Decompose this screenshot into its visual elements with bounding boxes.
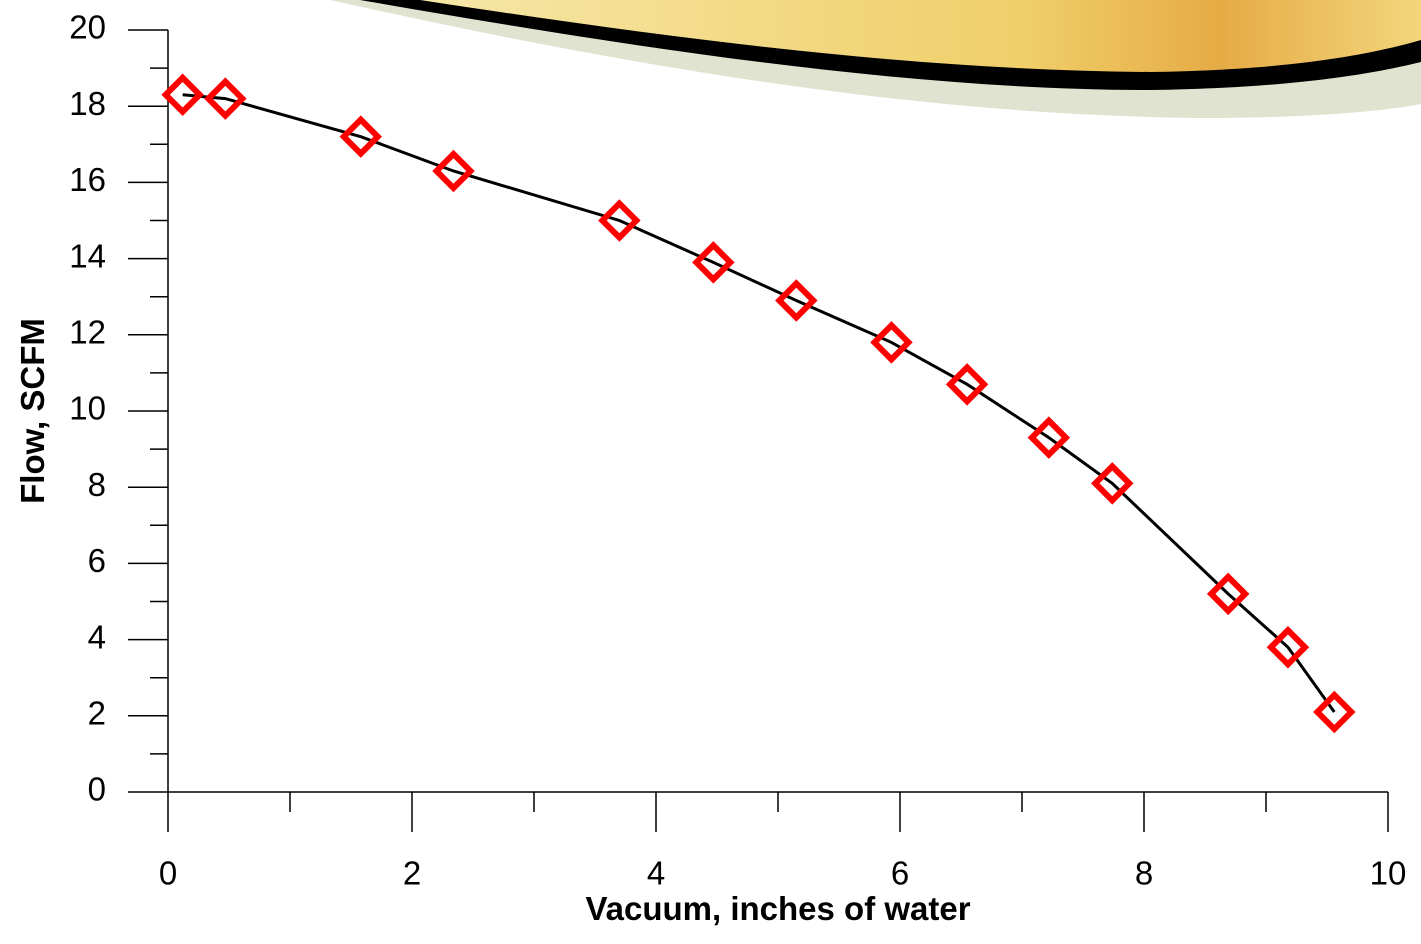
x-tick-label: 2 bbox=[403, 855, 421, 892]
marker bbox=[339, 115, 383, 158]
marker bbox=[1313, 690, 1356, 734]
x-tick-label: 0 bbox=[159, 855, 177, 892]
marker bbox=[945, 363, 989, 406]
marker bbox=[432, 149, 475, 193]
x-axis-title: Vacuum, inches of water bbox=[585, 890, 970, 927]
swoosh-gold bbox=[420, 0, 1421, 72]
marker bbox=[204, 77, 247, 120]
x-tick-label: 6 bbox=[891, 855, 909, 892]
y-tick-label: 10 bbox=[69, 390, 106, 427]
series-line bbox=[182, 93, 1336, 713]
y-tick-label: 8 bbox=[88, 466, 106, 503]
y-tick-label: 12 bbox=[69, 314, 106, 351]
x-tick-label: 8 bbox=[1135, 855, 1153, 892]
y-tick-label: 6 bbox=[88, 542, 106, 579]
marker bbox=[161, 73, 204, 117]
y-tick-label: 14 bbox=[69, 237, 106, 274]
decoration bbox=[330, 0, 1421, 118]
y-tick-label: 4 bbox=[88, 618, 106, 655]
marker bbox=[1206, 572, 1250, 616]
marker bbox=[1091, 462, 1134, 505]
marker bbox=[692, 241, 735, 284]
x-tick-label: 10 bbox=[1370, 855, 1407, 892]
marker bbox=[598, 199, 641, 242]
marker bbox=[775, 279, 818, 322]
x-tick-label: 4 bbox=[647, 855, 665, 892]
y-tick-label: 16 bbox=[69, 161, 106, 198]
marker bbox=[1027, 416, 1071, 459]
y-tick-label: 18 bbox=[69, 85, 106, 122]
y-tick-label: 0 bbox=[88, 771, 106, 808]
y-axis-title: Flow, SCFM bbox=[14, 318, 51, 504]
y-tick-label: 2 bbox=[88, 695, 106, 732]
marker bbox=[1266, 625, 1310, 669]
y-tick-label: 20 bbox=[69, 9, 106, 46]
marker bbox=[870, 321, 913, 364]
